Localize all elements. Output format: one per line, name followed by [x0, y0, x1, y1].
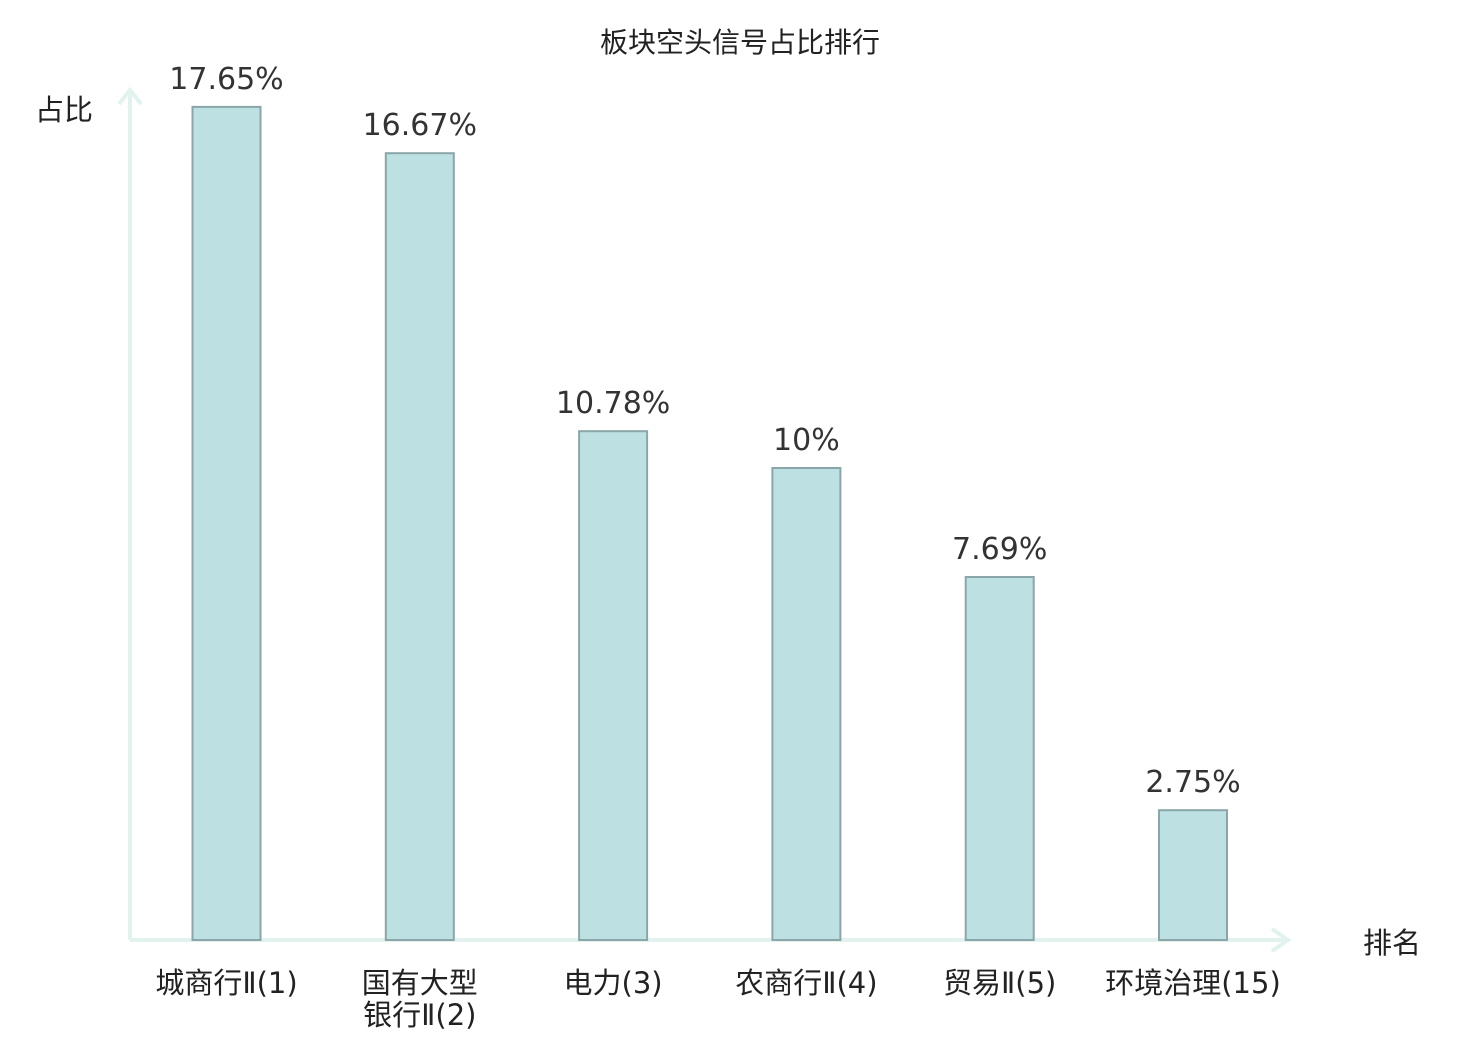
value-label-3: 10.78%: [556, 386, 670, 421]
x-axis-arrow: [1270, 927, 1292, 953]
bar-2: [384, 152, 455, 941]
y-axis-arrow: [117, 86, 143, 106]
axes: [117, 86, 1292, 953]
value-label-5: 7.69%: [952, 532, 1047, 567]
category-label-6: 环境治理(15): [1105, 966, 1281, 1000]
y-axis-label: 占比: [35, 93, 93, 127]
category-label-2-line-2: 银行Ⅱ(2): [363, 998, 476, 1032]
category-label-2-line-1: 国有大型: [362, 966, 478, 1000]
bar-4: [771, 467, 842, 941]
value-label-6: 2.75%: [1145, 765, 1240, 800]
category-label-3: 电力(3): [564, 966, 663, 1000]
category-label-5: 贸易Ⅱ(5): [943, 966, 1056, 1000]
value-label-1: 17.65%: [169, 62, 283, 97]
value-label-4: 10%: [773, 423, 840, 458]
bars-group: [191, 105, 1228, 942]
bar-5: [964, 576, 1035, 941]
value-labels-group: 17.65% 16.67% 10.78% 10% 7.69% 2.75%: [169, 62, 1240, 800]
bar-6: [1158, 809, 1228, 942]
value-label-2: 16.67%: [363, 108, 477, 143]
chart-title: 板块空头信号占比排行: [600, 26, 880, 59]
x-axis-label: 排名: [1363, 926, 1421, 960]
bar-3: [578, 430, 649, 941]
category-label-4: 农商行Ⅱ(4): [735, 966, 877, 1000]
category-label-1: 城商行Ⅱ(1): [155, 966, 297, 1000]
bar-1: [191, 105, 262, 941]
